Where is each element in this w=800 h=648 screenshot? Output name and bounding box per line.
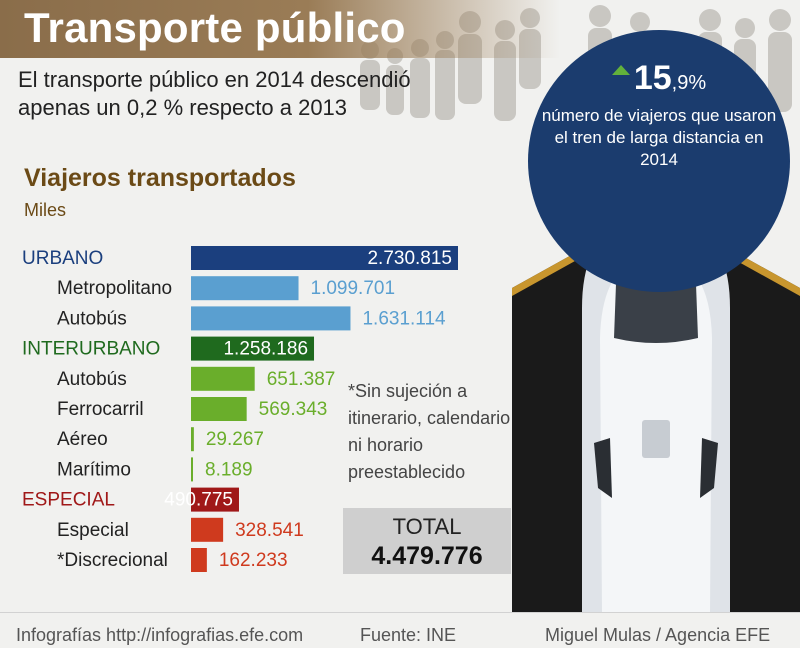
page-subtitle: El transporte público en 2014 descendió … <box>18 67 411 120</box>
value-label: 651.387 <box>267 369 336 390</box>
footer-credit-link[interactable]: Infografías http://infografias.efe.com <box>16 625 304 645</box>
subcategory-label: *Discrecional <box>57 550 168 571</box>
subcategory-label: Ferrocarril <box>57 399 144 420</box>
highlight-value: 15,9% <box>536 58 782 103</box>
title-band <box>0 0 560 58</box>
subcategory-label: Autobús <box>57 369 127 390</box>
value-label: 1.258.186 <box>223 339 308 360</box>
value-label: 162.233 <box>219 550 288 571</box>
highlight-value-main: 15 <box>633 59 672 97</box>
chart-unit: Miles <box>24 200 67 220</box>
category-label: ESPECIAL <box>22 490 115 511</box>
highlight-value-decimal: ,9% <box>671 72 707 94</box>
total-label: TOTAL <box>392 514 462 539</box>
bar <box>191 246 458 270</box>
footer-author: Miguel Mulas / Agencia EFE <box>545 625 771 645</box>
category-label: URBANO <box>22 248 103 269</box>
subcategory-label: Aéreo <box>57 429 108 450</box>
bar <box>191 548 207 572</box>
subcategory-label: Metropolitano <box>57 278 172 299</box>
bar <box>191 487 239 512</box>
subcategory-label: Autobús <box>57 308 127 329</box>
total-value: 4.479.776 <box>371 542 483 570</box>
bar <box>191 457 193 482</box>
bar <box>191 427 194 452</box>
subcategory-label: Especial <box>57 520 129 541</box>
value-label: 490.775 <box>164 490 233 511</box>
bar <box>191 366 255 391</box>
bar <box>191 276 299 301</box>
category-label: INTERURBANO <box>22 339 160 360</box>
bar-chart: URBANO 2.730.815 Metropolitano 1.099.701 Aut… <box>22 246 458 572</box>
value-label: 2.730.815 <box>367 248 452 269</box>
trend-up-icon <box>611 65 630 75</box>
page-title: Transporte público <box>24 4 406 51</box>
footer-source: Fuente: INE <box>360 625 457 645</box>
bar <box>191 397 247 421</box>
highlight-circle <box>528 30 790 292</box>
footer: Infografías http://infografias.efe.com F… <box>0 612 800 648</box>
value-label: 8.189 <box>205 459 253 480</box>
bar <box>191 306 351 331</box>
value-label: 1.099.701 <box>311 278 396 299</box>
chart-title: Viajeros transportados <box>24 164 296 192</box>
bar <box>191 336 315 361</box>
value-label: 1.631.114 <box>362 308 446 329</box>
highlight-description: número de viajeros que usaron el tren de… <box>541 106 777 169</box>
value-label: 328.541 <box>235 520 304 541</box>
train-illustration <box>512 208 800 612</box>
subcategory-label: Marítimo <box>57 459 131 480</box>
value-label: 569.343 <box>259 399 328 420</box>
bar <box>191 517 224 542</box>
footnote: *Sin sujeción a itinerario, calendario n… <box>348 381 511 482</box>
total-box: TOTAL 4.479.776 <box>343 508 511 574</box>
value-label: 29.267 <box>206 429 264 450</box>
highlight-callout: 15,9% número de viajeros que usaron el t… <box>536 58 782 171</box>
